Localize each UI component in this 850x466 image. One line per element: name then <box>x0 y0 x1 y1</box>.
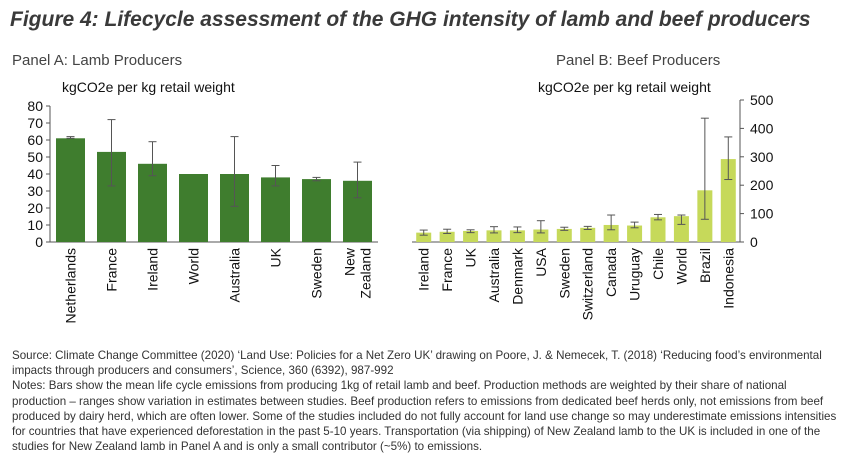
y-tick-label: 400 <box>750 120 774 136</box>
bar <box>580 227 596 242</box>
x-category-label: France <box>439 248 455 292</box>
x-category-label: Ireland <box>416 248 432 291</box>
y-tick-label: 100 <box>750 206 774 222</box>
x-category-label: Ireland <box>145 248 161 291</box>
y-tick-label: 500 <box>750 92 774 108</box>
bar <box>439 231 455 242</box>
bar <box>179 174 208 242</box>
bar <box>56 138 85 242</box>
x-category-label: USA <box>533 247 549 276</box>
bar <box>416 232 432 242</box>
y-tick-label: 40 <box>27 166 43 182</box>
x-category-label: New <box>342 247 358 276</box>
x-category-label: Zealand <box>358 248 374 299</box>
x-category-label: Denmark <box>509 247 525 305</box>
x-category-label: Netherlands <box>63 248 79 324</box>
x-category-label: Switzerland <box>580 248 596 320</box>
bar <box>261 177 290 242</box>
x-category-label: Uruguay <box>627 248 643 301</box>
y-tick-label: 70 <box>27 115 43 131</box>
x-category-label: Canada <box>603 248 619 297</box>
y-tick-label: 10 <box>27 217 43 233</box>
bar <box>627 225 643 242</box>
bar <box>463 230 479 242</box>
bar <box>673 216 689 242</box>
bar <box>556 228 572 242</box>
panel-b-title: Panel B: Beef Producers <box>556 52 721 69</box>
bar <box>603 224 619 242</box>
x-category-label: World <box>186 248 202 284</box>
y-tick-label: 50 <box>27 149 43 165</box>
bar <box>302 179 331 242</box>
x-category-label: Australia <box>227 248 243 303</box>
y-tick-label: 0 <box>750 234 758 250</box>
y-tick-label: 200 <box>750 177 774 193</box>
x-category-label: Sweden <box>556 248 572 299</box>
x-category-label: Chile <box>650 248 666 280</box>
x-category-label: France <box>104 248 120 292</box>
notes-text: Notes: Bars show the mean life cycle emi… <box>12 379 837 454</box>
x-category-label: Australia <box>486 248 502 303</box>
x-category-label: World <box>673 248 689 284</box>
figure-title: Figure 4: Lifecycle assessment of the GH… <box>10 8 811 31</box>
bar <box>138 163 167 242</box>
x-category-label: Sweden <box>309 248 325 299</box>
source-text: Source: Climate Change Committee (2020) … <box>12 349 822 378</box>
y-tick-label: 0 <box>35 234 43 250</box>
panel-a-title: Panel A: Lamb Producers <box>12 52 183 69</box>
x-category-label: Indonesia <box>720 248 736 309</box>
y-tick-label: 300 <box>750 149 774 165</box>
y-tick-label: 80 <box>27 98 43 114</box>
x-category-label: Brazil <box>697 248 713 283</box>
bar <box>509 230 525 242</box>
y-tick-label: 20 <box>27 200 43 216</box>
x-category-label: UK <box>463 247 479 267</box>
bar <box>486 230 502 242</box>
bar <box>650 217 666 242</box>
x-category-label: UK <box>268 247 284 267</box>
y-tick-label: 60 <box>27 132 43 148</box>
panel-a-y-label: kgCO2e per kg retail weight <box>62 79 235 95</box>
source-notes: Source: Climate Change Committee (2020) … <box>12 348 842 454</box>
y-tick-label: 30 <box>27 183 43 199</box>
panel-b-y-label: kgCO2e per kg retail weight <box>538 79 711 95</box>
